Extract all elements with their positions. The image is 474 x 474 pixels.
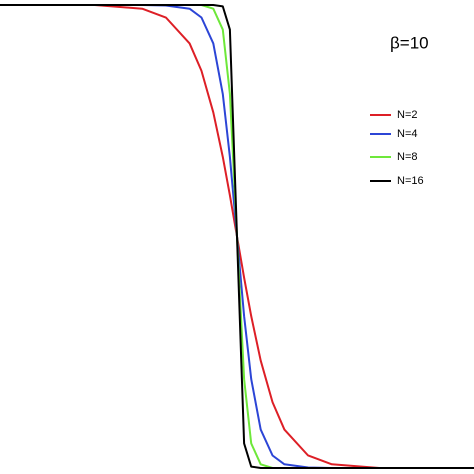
legend-label: N=2 xyxy=(397,109,418,121)
series-line xyxy=(0,4,474,469)
legend-label: N=16 xyxy=(397,175,424,187)
legend-label: N=8 xyxy=(397,151,418,163)
legend-label: N=4 xyxy=(397,128,418,140)
annotation: β=10 xyxy=(390,33,429,52)
